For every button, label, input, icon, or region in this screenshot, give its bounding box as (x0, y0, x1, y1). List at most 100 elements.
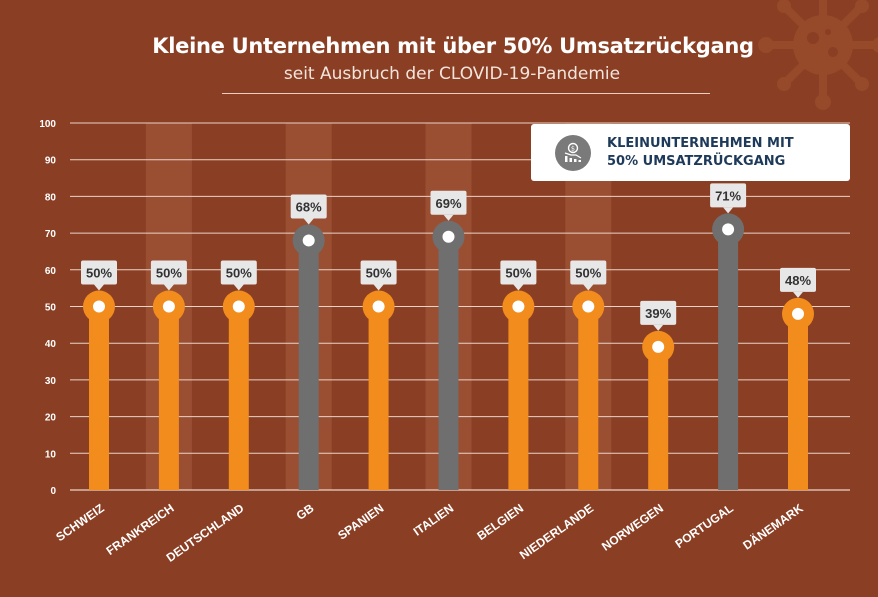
value-label-text: 69% (435, 196, 461, 211)
x-tick-label: SCHWEIZ (53, 501, 106, 544)
bar-marker-dot (442, 230, 455, 243)
bar-marker-dot (162, 300, 175, 313)
value-label: 68% (290, 194, 327, 225)
value-label: 50% (360, 260, 397, 291)
value-label-text: 50% (86, 266, 112, 281)
bar (89, 306, 109, 490)
value-label-pointer (723, 207, 734, 214)
x-tick-label: NORWEGEN (599, 501, 666, 554)
bar (158, 306, 179, 490)
x-tick-label: GB (294, 501, 317, 523)
bar (298, 240, 319, 490)
value-label-box (220, 260, 257, 285)
bar (788, 313, 808, 490)
value-label-pointer (583, 284, 594, 291)
x-tick-label: PORTUGAL (673, 501, 736, 551)
bar-marker-dot (93, 300, 105, 313)
y-tick-label: 0 (50, 486, 56, 497)
bar (508, 306, 529, 490)
y-tick-label: 20 (45, 413, 57, 424)
bar-marker-dot (722, 223, 735, 236)
y-tick-label: 30 (45, 376, 57, 387)
legend-label: KLEINUNTERNEHMEN MIT 50% UMSATZRÜCKGANG (607, 135, 794, 171)
value-label-box (500, 260, 537, 285)
bar-marker-dot (302, 234, 315, 247)
legend: $ KLEINUNTERNEHMEN MIT 50% UMSATZRÜCKGAN… (531, 124, 850, 181)
y-tick-label: 90 (45, 156, 57, 167)
value-label-pointer (233, 284, 244, 291)
value-label-box (640, 300, 677, 325)
value-label-box (360, 260, 397, 285)
bar-marker-dot (652, 340, 665, 353)
declining-chart-coin-icon: $ (555, 134, 591, 171)
value-label-text: 50% (156, 266, 182, 281)
bar (438, 236, 459, 490)
value-label: 39% (640, 300, 677, 331)
virus-icon (758, 0, 878, 110)
bar-marker-dot (512, 300, 525, 313)
value-label-box (150, 260, 187, 285)
x-tick-label: ITALIEN (411, 501, 457, 539)
value-label-text: 68% (296, 199, 322, 214)
markers (83, 213, 814, 363)
value-label-text: 50% (505, 266, 531, 281)
bar (648, 346, 669, 490)
legend-line-1: KLEINUNTERNEHMEN MIT (607, 135, 794, 151)
y-tick-label: 40 (45, 339, 57, 350)
x-tick-label: DEUTSCHLAND (164, 501, 247, 565)
value-label-pointer (513, 284, 524, 291)
svg-text:$: $ (571, 144, 575, 152)
value-label-text: 48% (785, 273, 811, 288)
bar-marker-dot (372, 300, 385, 313)
bar (578, 306, 599, 490)
value-label-pointer (163, 284, 174, 291)
value-label: 48% (780, 267, 816, 298)
value-label-box (570, 260, 607, 285)
value-label-pointer (793, 291, 803, 298)
value-label: 71% (710, 183, 747, 214)
bar (228, 306, 249, 490)
value-label-box (81, 260, 117, 285)
value-label-box (430, 190, 467, 215)
value-label-box (290, 194, 327, 219)
value-label: 69% (430, 190, 467, 221)
chart-subtitle: seit Ausbruch der CLOVID-19-Pandemie (283, 64, 621, 84)
value-label: 50% (500, 260, 537, 291)
y-tick-label: 50 (45, 303, 57, 314)
bar-marker-dot (232, 300, 245, 313)
bar (368, 306, 389, 490)
y-tick-label: 80 (45, 192, 57, 203)
y-tick-label: 60 (45, 266, 57, 277)
value-label-pointer (303, 218, 314, 225)
chart-title: Kleine Unternehmen mit über 50% Umsatzrü… (152, 34, 754, 58)
value-labels: 50% 50% 50% 68% 50% 69% 50% 50% 39% 71% 48% (81, 183, 816, 331)
value-label-text: 71% (715, 188, 741, 203)
bars (89, 229, 808, 490)
y-axis: 0 10 20 30 40 50 60 70 80 90 100 (39, 119, 56, 497)
bar-marker-dot (792, 307, 804, 320)
value-label-text: 50% (226, 266, 252, 281)
x-tick-label: SPANIEN (335, 501, 386, 543)
legend-line-2: 50% UMSATZRÜCKGANG (607, 153, 786, 169)
value-label: 50% (150, 260, 187, 291)
value-label-box (780, 267, 816, 292)
value-label: 50% (570, 260, 607, 291)
value-label-pointer (373, 284, 384, 291)
x-tick-label: FRANKREICH (104, 501, 177, 558)
value-label-pointer (443, 214, 454, 221)
value-label-text: 39% (645, 306, 671, 321)
bar-marker-dot (582, 300, 595, 313)
x-tick-label: DÄNEMARK (740, 500, 806, 553)
x-tick-label: NIEDERLANDE (517, 501, 596, 562)
y-tick-label: 10 (45, 449, 57, 460)
y-tick-label: 100 (39, 119, 56, 130)
bar (718, 229, 739, 490)
y-tick-label: 70 (45, 229, 57, 240)
title-divider (222, 93, 710, 94)
value-label: 50% (220, 260, 257, 291)
value-label-text: 50% (575, 266, 601, 281)
value-label-pointer (94, 284, 104, 291)
title-block: Kleine Unternehmen mit über 50% Umsatzrü… (0, 34, 878, 84)
